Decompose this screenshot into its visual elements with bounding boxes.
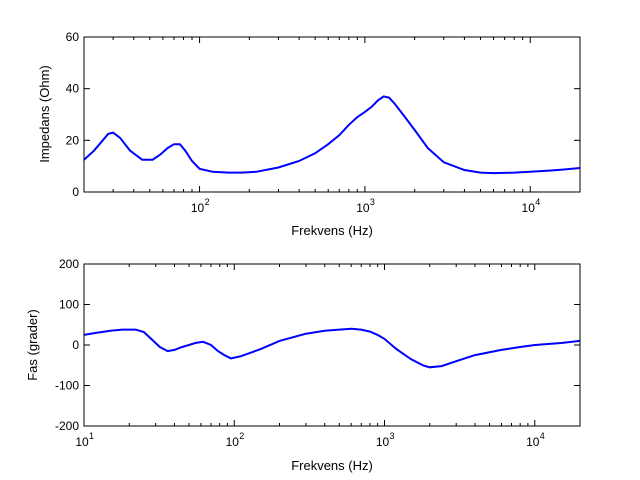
phase-y-tick-label: 200 — [59, 257, 79, 271]
impedance-x-axis-label: Frekvens (Hz) — [291, 223, 373, 238]
phase-x-tick-label: 10 — [376, 435, 390, 449]
phase-x-axis-label: Frekvens (Hz) — [291, 458, 373, 473]
phase-y-tick-label: -200 — [55, 419, 79, 433]
impedance-y-tick-label: 0 — [72, 185, 79, 199]
phase-plot-area — [84, 264, 580, 426]
phase-x-tick-exponent: 1 — [89, 431, 94, 441]
phase-x-tick-label: 10 — [226, 435, 240, 449]
phase-x-tick-label: 10 — [75, 435, 89, 449]
phase-x-tick-label: 10 — [526, 435, 540, 449]
phase-y-tick-label: 0 — [72, 338, 79, 352]
phase-x-tick-exponent: 2 — [239, 431, 244, 441]
impedance-y-axis-label: Impedans (Ohm) — [37, 65, 52, 163]
impedance-x-tick-label: 10 — [522, 201, 536, 215]
phase-y-tick-label: -100 — [55, 379, 79, 393]
phase-curve — [83, 327, 581, 369]
impedance-x-tick-exponent: 4 — [535, 197, 540, 207]
phase-axes-box — [83, 263, 581, 427]
impedance-x-tick-exponent: 2 — [205, 197, 210, 207]
impedance-y-tick-label: 60 — [66, 30, 80, 44]
phase-x-tick-exponent: 3 — [390, 431, 395, 441]
phase-x-tick-exponent: 4 — [540, 431, 545, 441]
impedance-x-tick-label: 10 — [356, 201, 370, 215]
impedance-x-tick-exponent: 3 — [370, 197, 375, 207]
impedance-y-tick-label: 20 — [66, 133, 80, 147]
impedance-curve — [83, 95, 581, 175]
impedance-y-tick-label: 40 — [66, 82, 80, 96]
impedance-x-tick-label: 10 — [191, 201, 205, 215]
phase-y-tick-label: 100 — [59, 298, 79, 312]
impedance-plot-area — [84, 37, 580, 192]
phase-y-axis-label: Fas (grader) — [25, 309, 40, 381]
impedance-axes-box — [83, 36, 581, 193]
